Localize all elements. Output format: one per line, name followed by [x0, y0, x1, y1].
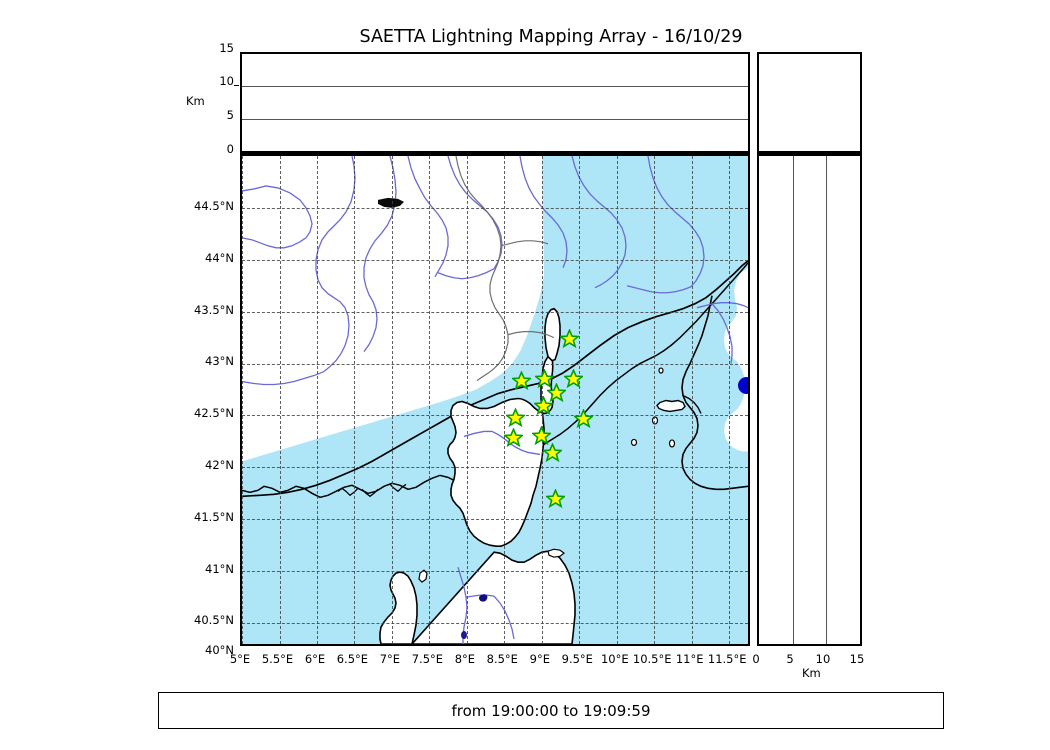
xtick-lon-11: 11°E	[675, 652, 704, 666]
tick-top-5b	[234, 84, 239, 86]
gridline-lat-41.5	[242, 519, 748, 521]
xtick-lon-8: 8°E	[454, 652, 476, 666]
station-marker[interactable]	[504, 407, 527, 428]
station-marker[interactable]	[532, 395, 555, 415]
gridline-lon-5.5	[279, 156, 281, 644]
gridline-lon-8.5	[504, 156, 506, 644]
gridline-lon-9.5	[579, 156, 581, 644]
altitude-latitude-panel[interactable]	[757, 153, 862, 646]
ytick-top-10: 10	[219, 74, 234, 88]
page-title: SAETTA Lightning Mapping Array - 16/10/2…	[359, 27, 743, 47]
gridline-lat-42	[242, 467, 748, 469]
ytick-lat-41: 41°N	[205, 562, 234, 576]
ytick-top-15: 15	[219, 41, 234, 55]
xtick-lon-7: 7°E	[379, 652, 401, 666]
corner-panel-plotarea	[759, 54, 860, 151]
gridline-lat-43	[242, 363, 748, 365]
side-panel-plotarea	[759, 156, 860, 644]
station-marker[interactable]	[572, 408, 594, 429]
corner-panel[interactable]	[757, 52, 862, 153]
station-marker[interactable]	[546, 382, 568, 403]
station-marker[interactable]	[533, 368, 555, 389]
reference-dot-marker[interactable]	[738, 376, 748, 394]
ytick-lat-41.5: 41.5°N	[194, 510, 234, 524]
gridline-lon-10	[616, 156, 618, 644]
station-marker[interactable]	[510, 370, 533, 391]
ytick-lat-44.5: 44.5°N	[194, 199, 234, 213]
gridline-side-alt-5	[792, 156, 794, 644]
gridline-alt-10	[242, 85, 748, 87]
gridline-lon-5	[242, 156, 243, 644]
xtick-lon-6.5: 6.5°E	[336, 652, 369, 666]
longitude-altitude-panel[interactable]	[240, 52, 750, 153]
gridline-lon-10.5	[654, 156, 656, 644]
ytick-lat-42.5: 42.5°N	[194, 406, 234, 420]
xtick-lon-10.5: 10.5°E	[632, 652, 672, 666]
status-text: from 19:00:00 to 19:09:59	[451, 701, 651, 720]
gridline-lat-42.5	[242, 415, 748, 417]
xtick-lon-9.5: 9.5°E	[561, 652, 593, 666]
gridline-lon-6	[317, 156, 318, 644]
ytick-lat-44: 44°N	[205, 251, 234, 265]
xtick-lon-8.5: 8.5°E	[486, 652, 518, 666]
side-panel-xlabel: Km	[802, 666, 821, 680]
gridline-lon-11	[691, 156, 693, 644]
top-panel-ylabel: Km	[186, 94, 205, 108]
station-marker[interactable]	[544, 488, 567, 509]
ytick-lat-40: 40°N	[205, 643, 234, 657]
ytick-lat-43: 43°N	[205, 354, 234, 368]
xtick-lon-10: 10°E	[600, 652, 629, 666]
map-plotarea	[242, 156, 748, 644]
gridline-alt-5	[242, 118, 748, 120]
xtick-lon-5.5: 5.5°E	[261, 652, 294, 666]
gridline-lat-44.5	[242, 207, 748, 209]
ytick-top-5: 5	[226, 108, 234, 122]
xtick-side-15: 15	[849, 652, 865, 666]
ytick-top-0: 0	[226, 142, 234, 156]
ytick-lat-42: 42°N	[205, 458, 234, 472]
gridline-lon-6.5	[354, 156, 356, 644]
geographic-map-panel[interactable]	[240, 153, 750, 646]
xtick-lon-5: 5°E	[229, 652, 251, 666]
gridline-side-alt-10	[826, 156, 827, 644]
gridline-lat-40.5	[242, 622, 748, 624]
ytick-lat-40.5: 40.5°N	[194, 613, 234, 627]
gridline-lat-43.5	[242, 311, 748, 313]
xtick-side-0: 0	[752, 652, 760, 666]
ytick-lat-43.5: 43.5°N	[194, 303, 234, 317]
status-bar: from 19:00:00 to 19:09:59	[158, 692, 944, 729]
gridline-lat-44	[242, 259, 748, 261]
station-marker[interactable]	[502, 426, 525, 447]
station-marker[interactable]	[531, 424, 553, 445]
top-panel-plotarea	[242, 54, 748, 151]
xtick-side-10: 10	[815, 652, 831, 666]
gridline-lon-7.5	[429, 156, 431, 644]
xtick-lon-11.5: 11.5°E	[707, 652, 747, 666]
xtick-lon-7.5: 7.5°E	[411, 652, 444, 666]
xtick-side-5: 5	[786, 652, 794, 666]
station-marker[interactable]	[541, 442, 564, 463]
gridline-lon-11.5	[729, 156, 731, 644]
gridline-lon-7	[391, 156, 393, 644]
station-marker[interactable]	[558, 328, 581, 348]
xtick-lon-6: 6°E	[304, 652, 326, 666]
station-marker[interactable]	[562, 368, 585, 389]
gridline-lon-8	[466, 156, 468, 644]
gridline-lat-41	[242, 571, 748, 572]
xtick-lon-9: 9°E	[529, 652, 550, 666]
